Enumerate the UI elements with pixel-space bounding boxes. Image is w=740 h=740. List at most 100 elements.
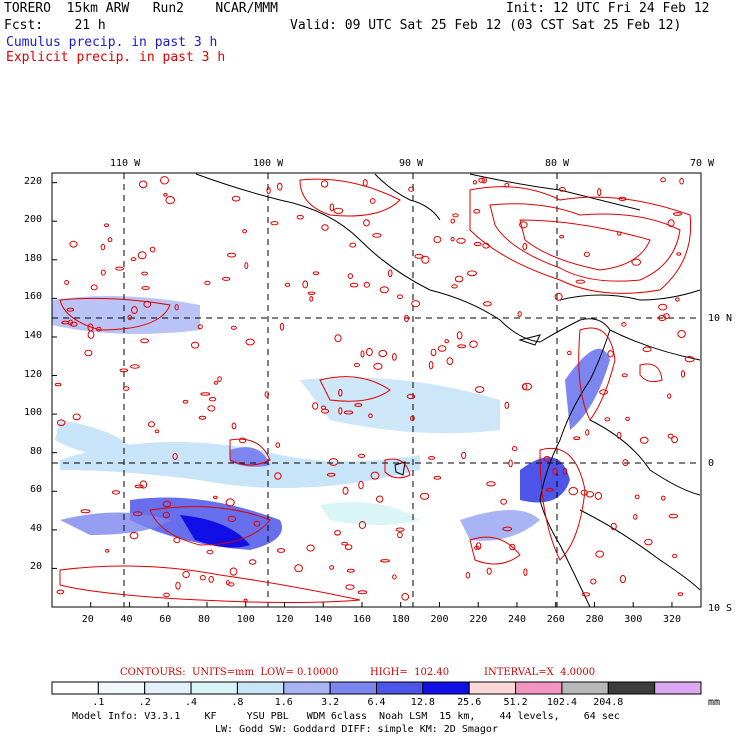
contour-cell — [162, 511, 171, 519]
contour-cell — [397, 294, 403, 300]
contour-cell — [130, 257, 137, 262]
contour-cell — [392, 353, 397, 361]
contour-cell — [306, 544, 315, 552]
contour-cell — [276, 548, 286, 553]
contour-cell — [568, 487, 579, 496]
contour-cell — [446, 357, 454, 366]
contour-cell — [207, 405, 216, 412]
contour-cell — [456, 237, 466, 244]
contour-cell — [667, 393, 672, 399]
colorbar-unit: mm — [708, 697, 721, 708]
contour-cell — [274, 472, 282, 480]
contour-cell — [619, 574, 627, 584]
colorbar-level-label: 3.2 — [321, 697, 340, 708]
lon-label-70w: 70 W — [690, 158, 715, 169]
colorbar-level-label: .1 — [92, 697, 105, 708]
contour-cell — [137, 251, 147, 260]
contour-cell — [625, 416, 630, 421]
contour-spot-d — [469, 536, 521, 565]
contour-cell — [597, 188, 602, 197]
contour-colombia — [578, 327, 616, 421]
contour-cell — [191, 341, 200, 349]
y-tick-label: 100 — [24, 407, 43, 419]
contour-cell — [149, 246, 156, 253]
colorbar — [51, 681, 702, 695]
contour-cell — [225, 498, 235, 507]
contour-cell — [208, 397, 217, 402]
contour-cell — [469, 340, 478, 348]
contour-cell — [474, 545, 480, 550]
y-tick-label: 60 — [30, 484, 43, 496]
contour-cell — [200, 392, 211, 396]
contour-cell — [558, 187, 566, 192]
contour-cell — [217, 376, 222, 383]
contour-caribbean-a — [469, 186, 692, 294]
contour-cell — [248, 559, 257, 565]
contour-cell — [334, 334, 342, 343]
contour-cell — [639, 436, 649, 444]
colorbar-swatch — [422, 681, 470, 695]
contour-cell — [663, 313, 670, 320]
contour-cell — [457, 344, 467, 349]
contour-cell — [302, 280, 309, 289]
contour-cell — [554, 292, 563, 301]
shade-spot-c — [460, 510, 540, 541]
contour-cell — [231, 422, 237, 430]
colorbar-swatch — [97, 681, 146, 695]
contour-cell — [338, 388, 343, 397]
contour-cell — [320, 180, 329, 188]
contour-cell — [87, 330, 95, 339]
colorbar-swatch — [561, 681, 609, 695]
contour-cell — [56, 419, 66, 427]
contour-cell — [482, 242, 490, 249]
colorbar-level-label: 6.4 — [367, 697, 386, 708]
lat-lon-grid — [52, 173, 701, 607]
contour-cell — [456, 331, 463, 340]
contour-cell — [198, 415, 207, 420]
contour-cell — [90, 284, 98, 291]
contour-cell — [329, 565, 335, 570]
contour-cell — [369, 198, 376, 204]
colorbar-swatch — [329, 681, 377, 695]
contour-cell — [594, 491, 603, 500]
shade-core-b — [180, 515, 250, 548]
contour-cell — [504, 401, 510, 409]
contour-cell — [667, 433, 674, 439]
contour-cell — [585, 429, 590, 436]
model-physics: LW: Godd SW: Goddard DIFF: simple KM: 2D… — [215, 724, 498, 735]
contour-cell — [204, 280, 211, 286]
contour-cell — [360, 350, 365, 358]
contour-cell — [677, 592, 684, 596]
contour-cell — [675, 297, 680, 302]
x-tick-label: 160 — [352, 614, 372, 625]
contour-cell — [616, 231, 622, 236]
colorbar-level-label: 102.4 — [546, 697, 577, 708]
axis-ticks — [52, 182, 673, 607]
contour-cell — [676, 252, 682, 256]
contour-cell — [334, 530, 341, 536]
contour-cell — [433, 236, 442, 243]
x-tick-label: 260 — [546, 614, 565, 625]
contour-cell — [139, 180, 148, 189]
contour-cell — [320, 405, 327, 410]
contour-cell — [500, 498, 508, 505]
contour-cell — [517, 311, 522, 317]
shade-spot-a — [230, 447, 270, 467]
contour-cell — [56, 589, 65, 595]
x-tick-label: 60 — [159, 614, 172, 625]
init-time: Init: 12 UTC Fri 24 Feb 12 — [506, 1, 710, 16]
contour-cell — [368, 413, 373, 419]
contour-cell — [154, 429, 160, 434]
contour-cell — [486, 481, 496, 487]
contour-cell — [342, 486, 349, 495]
contour-cell — [411, 300, 421, 308]
contour-cell — [343, 410, 354, 415]
contour-cell — [140, 338, 150, 344]
contour-cell — [326, 472, 336, 477]
contour-cell — [312, 402, 319, 410]
contour-cell — [347, 273, 354, 279]
border-a — [609, 329, 701, 361]
colorbar-swatch — [283, 681, 331, 695]
contour-cell — [115, 266, 124, 271]
contour-cell — [392, 574, 397, 580]
